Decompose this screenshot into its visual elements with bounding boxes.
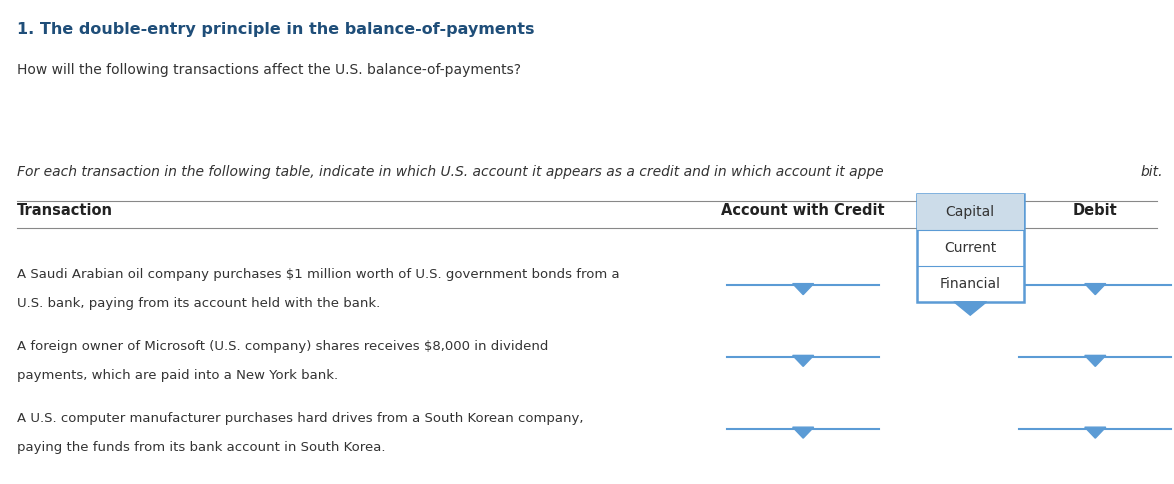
Text: Current: Current: [944, 241, 997, 255]
Text: payments, which are paid into a New York bank.: payments, which are paid into a New York…: [16, 369, 338, 382]
Text: A Saudi Arabian oil company purchases $1 million worth of U.S. government bonds : A Saudi Arabian oil company purchases $1…: [16, 268, 620, 281]
Text: Transaction: Transaction: [16, 203, 113, 218]
Text: How will the following transactions affect the U.S. balance-of-payments?: How will the following transactions affe…: [16, 62, 521, 76]
Polygon shape: [792, 427, 814, 438]
Text: Account with Credit: Account with Credit: [721, 203, 885, 218]
Polygon shape: [954, 302, 986, 315]
Polygon shape: [1085, 284, 1106, 295]
Text: paying the funds from its bank account in South Korea.: paying the funds from its bank account i…: [16, 440, 385, 454]
FancyBboxPatch shape: [917, 194, 1024, 302]
Polygon shape: [792, 284, 814, 295]
Text: Debit: Debit: [1073, 203, 1118, 218]
Text: U.S. bank, paying from its account held with the bank.: U.S. bank, paying from its account held …: [16, 297, 380, 310]
Text: Financial: Financial: [939, 277, 1000, 291]
Text: A U.S. computer manufacturer purchases hard drives from a South Korean company,: A U.S. computer manufacturer purchases h…: [16, 412, 583, 425]
Text: 1. The double-entry principle in the balance-of-payments: 1. The double-entry principle in the bal…: [16, 22, 534, 37]
Text: bit.: bit.: [1141, 166, 1163, 180]
Polygon shape: [1085, 355, 1106, 366]
Polygon shape: [1085, 427, 1106, 438]
Text: Capital: Capital: [946, 205, 994, 219]
Polygon shape: [792, 355, 814, 366]
Text: A foreign owner of Microsoft (U.S. company) shares receives $8,000 in dividend: A foreign owner of Microsoft (U.S. compa…: [16, 340, 548, 353]
Text: For each transaction in the following table, indicate in which U.S. account it a: For each transaction in the following ta…: [16, 166, 883, 180]
FancyBboxPatch shape: [917, 194, 1024, 230]
